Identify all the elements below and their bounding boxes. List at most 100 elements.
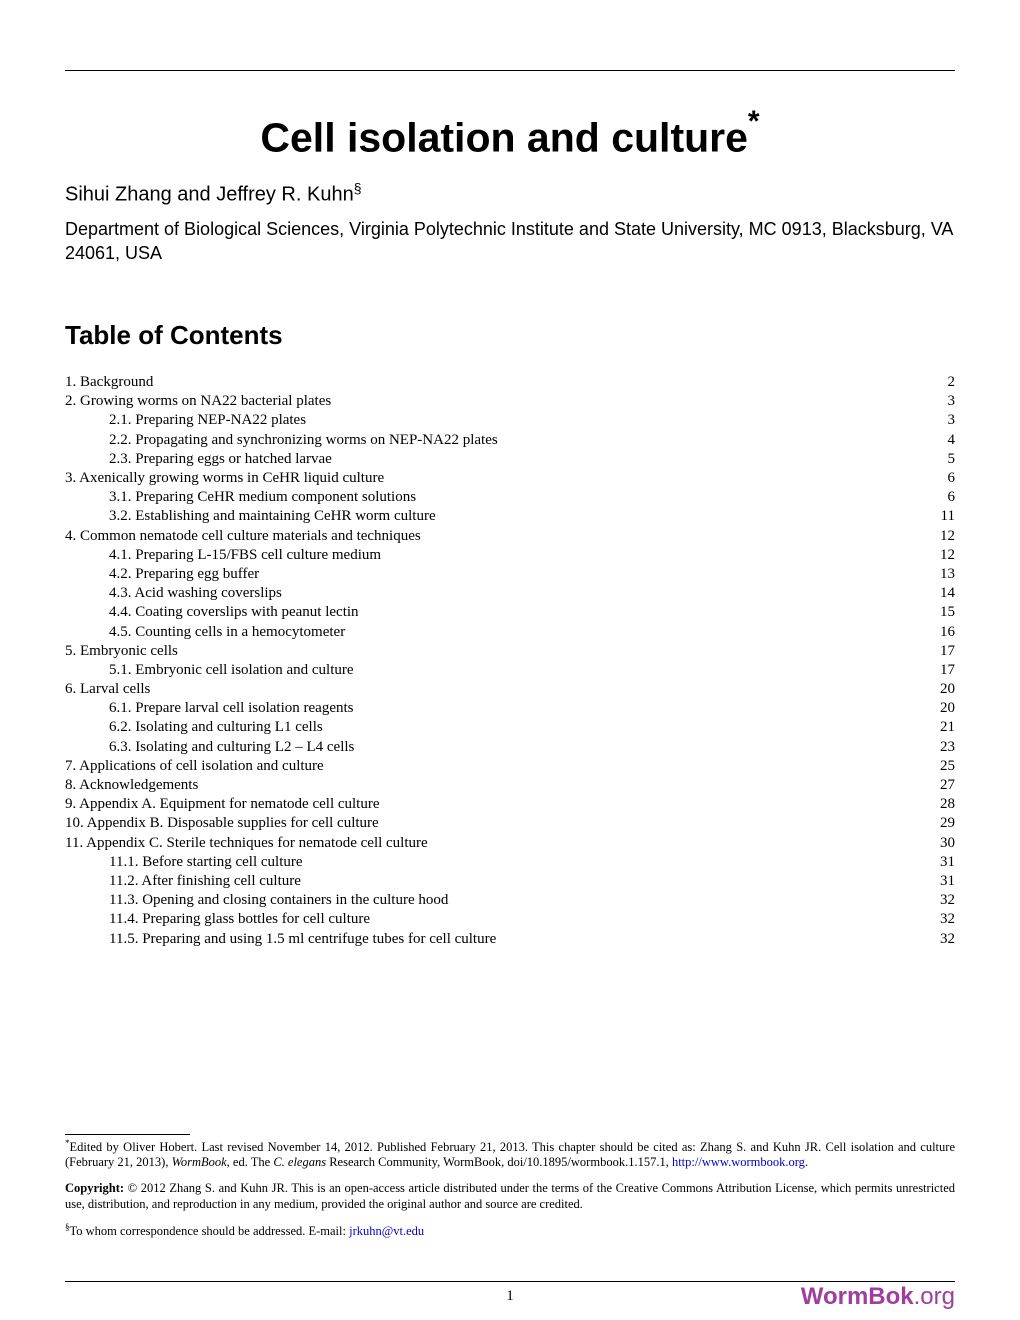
copyright-label: Copyright: <box>65 1181 124 1195</box>
toc-page: 15 <box>940 603 955 622</box>
toc-entry[interactable]: 11.3. Opening and closing containers in … <box>65 891 955 910</box>
toc-page: 17 <box>940 642 955 661</box>
title-footnote-marker: * <box>748 105 760 138</box>
toc-label: 5.1. Embryonic cell isolation and cultur… <box>109 661 354 680</box>
toc-page: 5 <box>948 450 956 469</box>
footnote-correspondence: §To whom correspondence should be addres… <box>65 1222 955 1240</box>
toc-entry[interactable]: 4.2. Preparing egg buffer 13 <box>65 565 955 584</box>
toc-page: 6 <box>948 488 956 507</box>
toc-entry[interactable]: 5.1. Embryonic cell isolation and cultur… <box>65 661 955 680</box>
toc-entry[interactable]: 2. Growing worms on NA22 bacterial plate… <box>65 392 955 411</box>
toc-label: 5. Embryonic cells <box>65 642 178 661</box>
toc-label: 2.1. Preparing NEP-NA22 plates <box>109 411 306 430</box>
toc-entry[interactable]: 2.2. Propagating and synchronizing worms… <box>65 431 955 450</box>
toc-page: 28 <box>940 795 955 814</box>
copyright-text: © 2012 Zhang S. and Kuhn JR. This is an … <box>65 1181 955 1211</box>
toc-page: 20 <box>940 699 955 718</box>
toc-entry[interactable]: 11.4. Preparing glass bottles for cell c… <box>65 910 955 929</box>
toc-entry[interactable]: 4.5. Counting cells in a hemocytometer 1… <box>65 623 955 642</box>
document-title: Cell isolation and culture* <box>65 111 955 162</box>
toc-label: 7. Applications of cell isolation and cu… <box>65 757 324 776</box>
toc-label: 4.1. Preparing L-15/FBS cell culture med… <box>109 546 381 565</box>
toc-entry[interactable]: 9. Appendix A. Equipment for nematode ce… <box>65 795 955 814</box>
toc-label: 11. Appendix C. Sterile techniques for n… <box>65 834 428 853</box>
toc-label: 6.2. Isolating and culturing L1 cells <box>109 718 323 737</box>
toc-entry[interactable]: 1. Background 2 <box>65 373 955 392</box>
toc-page: 14 <box>940 584 955 603</box>
logo-part2: ok <box>886 1283 914 1310</box>
toc-page: 30 <box>940 834 955 853</box>
toc-label: 10. Appendix B. Disposable supplies for … <box>65 814 379 833</box>
footnote-citation: *Edited by Oliver Hobert. Last revised N… <box>65 1138 955 1171</box>
toc-page: 17 <box>940 661 955 680</box>
authors-text: Sihui Zhang and Jeffrey R. Kuhn <box>65 183 354 205</box>
toc-entry[interactable]: 4.1. Preparing L-15/FBS cell culture med… <box>65 546 955 565</box>
toc-label: 6.3. Isolating and culturing L2 – L4 cel… <box>109 738 354 757</box>
toc-entry[interactable]: 6.3. Isolating and culturing L2 – L4 cel… <box>65 738 955 757</box>
correspondence-text: To whom correspondence should be address… <box>70 1224 350 1238</box>
toc-page: 4 <box>948 431 956 450</box>
toc-entry[interactable]: 3. Axenically growing worms in CeHR liqu… <box>65 469 955 488</box>
toc-label: 2.2. Propagating and synchronizing worms… <box>109 431 498 450</box>
toc-entry[interactable]: 11. Appendix C. Sterile techniques for n… <box>65 834 955 853</box>
toc-label: 11.5. Preparing and using 1.5 ml centrif… <box>109 930 496 949</box>
wormbook-link[interactable]: http://www.wormbook.org <box>672 1155 805 1169</box>
toc-page: 6 <box>948 469 956 488</box>
toc-entry[interactable]: 6. Larval cells 20 <box>65 680 955 699</box>
toc-entry[interactable]: 7. Applications of cell isolation and cu… <box>65 757 955 776</box>
fn1-i2: C. elegans <box>273 1155 326 1169</box>
toc-label: 4. Common nematode cell culture material… <box>65 527 421 546</box>
toc-label: 4.2. Preparing egg buffer <box>109 565 259 584</box>
toc-entry[interactable]: 3.1. Preparing CeHR medium component sol… <box>65 488 955 507</box>
footnotes: *Edited by Oliver Hobert. Last revised N… <box>65 1134 955 1250</box>
toc-page: 25 <box>940 757 955 776</box>
toc-entry[interactable]: 11.1. Before starting cell culture 31 <box>65 853 955 872</box>
toc-entry[interactable]: 4.4. Coating coverslips with peanut lect… <box>65 603 955 622</box>
toc-label: 11.1. Before starting cell culture <box>109 853 303 872</box>
toc-entry[interactable]: 11.2. After finishing cell culture 31 <box>65 872 955 891</box>
toc-label: 3. Axenically growing worms in CeHR liqu… <box>65 469 384 488</box>
toc-page: 32 <box>940 910 955 929</box>
toc-entry[interactable]: 6.1. Prepare larval cell isolation reage… <box>65 699 955 718</box>
toc-label: 11.3. Opening and closing containers in … <box>109 891 448 910</box>
toc-page: 3 <box>948 411 956 430</box>
toc-page: 27 <box>940 776 955 795</box>
toc-entry[interactable]: 4.3. Acid washing coverslips 14 <box>65 584 955 603</box>
footnote-copyright: Copyright: © 2012 Zhang S. and Kuhn JR. … <box>65 1181 955 1212</box>
toc-label: 11.4. Preparing glass bottles for cell c… <box>109 910 370 929</box>
top-rule <box>65 70 955 71</box>
page-footer: 1 WormBok.org <box>65 1281 955 1305</box>
bottom-rule <box>65 1281 955 1282</box>
toc-entry[interactable]: 8. Acknowledgements 27 <box>65 776 955 795</box>
authors: Sihui Zhang and Jeffrey R. Kuhn§ <box>65 180 955 207</box>
toc-page: 12 <box>940 527 955 546</box>
toc-entry[interactable]: 2.3. Preparing eggs or hatched larvae 5 <box>65 450 955 469</box>
toc-entry[interactable]: 2.1. Preparing NEP-NA22 plates 3 <box>65 411 955 430</box>
toc-label: 4.3. Acid washing coverslips <box>109 584 282 603</box>
toc-page: 20 <box>940 680 955 699</box>
wormbook-logo: WormBok.org <box>801 1283 955 1311</box>
toc-page: 16 <box>940 623 955 642</box>
toc-page: 3 <box>948 392 956 411</box>
toc-label: 9. Appendix A. Equipment for nematode ce… <box>65 795 380 814</box>
toc-label: 2. Growing worms on NA22 bacterial plate… <box>65 392 331 411</box>
toc-label: 1. Background <box>65 373 153 392</box>
toc-entry[interactable]: 6.2. Isolating and culturing L1 cells 21 <box>65 718 955 737</box>
toc-entry[interactable]: 3.2. Establishing and maintaining CeHR w… <box>65 507 955 526</box>
toc-entry[interactable]: 11.5. Preparing and using 1.5 ml centrif… <box>65 930 955 949</box>
toc-page: 23 <box>940 738 955 757</box>
toc-label: 6.1. Prepare larval cell isolation reage… <box>109 699 354 718</box>
fn1-mid: , ed. The <box>227 1155 274 1169</box>
toc-entry[interactable]: 5. Embryonic cells 17 <box>65 642 955 661</box>
table-of-contents: 1. Background 22. Growing worms on NA22 … <box>65 373 955 949</box>
fn1-i1: WormBook <box>172 1155 227 1169</box>
logo-part3: .org <box>914 1283 955 1310</box>
toc-label: 4.5. Counting cells in a hemocytometer <box>109 623 345 642</box>
toc-entry[interactable]: 4. Common nematode cell culture material… <box>65 527 955 546</box>
footnote-rule <box>65 1134 190 1135</box>
toc-page: 31 <box>940 853 955 872</box>
toc-page: 21 <box>940 718 955 737</box>
authors-marker: § <box>354 180 362 196</box>
toc-entry[interactable]: 10. Appendix B. Disposable supplies for … <box>65 814 955 833</box>
correspondence-email[interactable]: jrkuhn@vt.edu <box>349 1224 424 1238</box>
